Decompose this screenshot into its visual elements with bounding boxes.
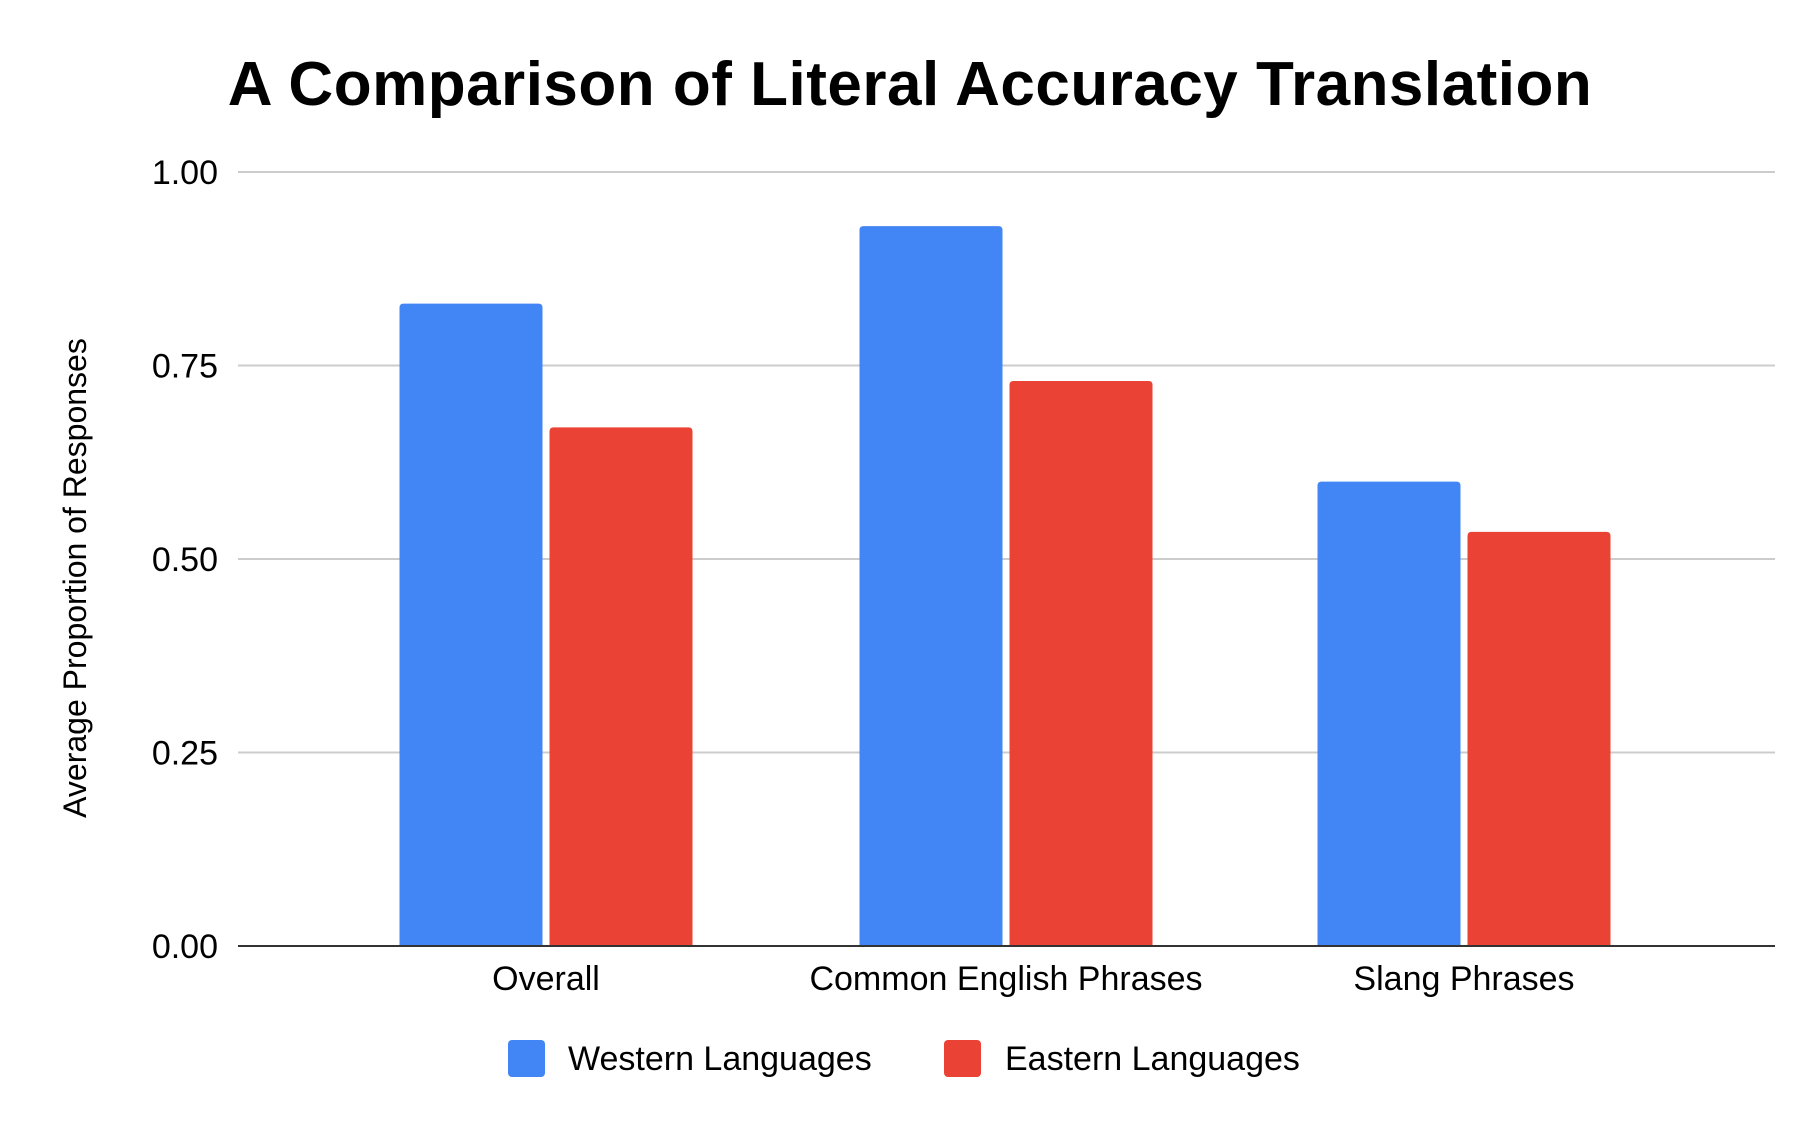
x-tick-label: Slang Phrases	[1353, 960, 1574, 998]
y-axis-title: Average Proportion of Responses	[57, 338, 93, 818]
y-tick-label: 0.00	[152, 928, 218, 966]
bar-eastern-3	[1467, 531, 1611, 946]
bar-western-1	[399, 303, 543, 947]
y-tick-label: 0.75	[152, 348, 218, 386]
y-tick-label: 0.50	[152, 541, 218, 579]
bars	[399, 226, 1611, 947]
x-tick-label: Common English Phrases	[809, 960, 1202, 998]
bar-western-2	[859, 226, 1003, 946]
bar-eastern-1	[549, 427, 693, 946]
chart-title: A Comparison of Literal Accuracy Transla…	[227, 50, 1593, 119]
legend-swatch	[944, 1040, 981, 1077]
bar-eastern-2	[1009, 380, 1153, 947]
y-tick-label: 0.25	[152, 735, 218, 773]
x-tick-label: Overall	[492, 960, 600, 998]
legend-label: Western Languages	[568, 1040, 872, 1078]
y-tick-label: 1.00	[152, 154, 218, 192]
bar-western-3	[1317, 481, 1461, 946]
legend-label: Eastern Languages	[1005, 1040, 1300, 1078]
legend-swatch	[508, 1040, 545, 1077]
axes: 0.00 0.25 0.50 0.75 1.00 Overall Common Englis…	[152, 154, 1775, 998]
legend: Western Languages Eastern Languages	[508, 1040, 1300, 1078]
